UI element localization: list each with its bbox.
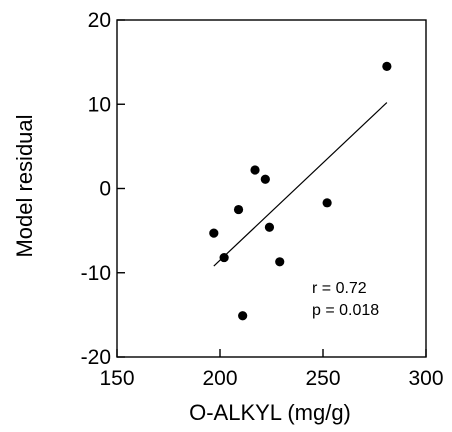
regression-line [213, 102, 388, 267]
y-tick-label: 0 [99, 178, 111, 201]
data-point [382, 61, 392, 71]
y-tick-label: -20 [81, 346, 111, 369]
x-tick-label: 200 [202, 367, 237, 390]
axis-ticks [116, 19, 427, 358]
y-axis-title: Model residual [12, 114, 37, 257]
x-tick-label: 300 [408, 367, 443, 390]
data-point [322, 198, 332, 208]
plot-border [116, 19, 427, 358]
data-points [209, 61, 392, 321]
x-tick-label: 250 [305, 367, 340, 390]
data-point [275, 257, 285, 267]
data-point [260, 174, 270, 184]
y-tick-label: 20 [88, 9, 111, 32]
plot-frame [116, 19, 427, 358]
data-point [219, 252, 229, 263]
data-point [238, 311, 248, 321]
x-axis-title: O-ALKYL (mg/g) [189, 400, 351, 425]
data-point [233, 204, 244, 215]
tick-labels: 150 200 250 300 -20 -10 0 10 20 [81, 9, 444, 390]
x-tick-label: 150 [99, 367, 134, 390]
p-value-annotation: p = 0.018 [312, 302, 379, 319]
r-value-annotation: r = 0.72 [312, 280, 367, 297]
data-point [209, 228, 219, 238]
data-point [250, 165, 260, 175]
y-tick-label: -10 [81, 262, 111, 285]
y-tick-label: 10 [88, 93, 111, 116]
fit-line-layer [213, 102, 388, 267]
data-point [264, 222, 275, 232]
